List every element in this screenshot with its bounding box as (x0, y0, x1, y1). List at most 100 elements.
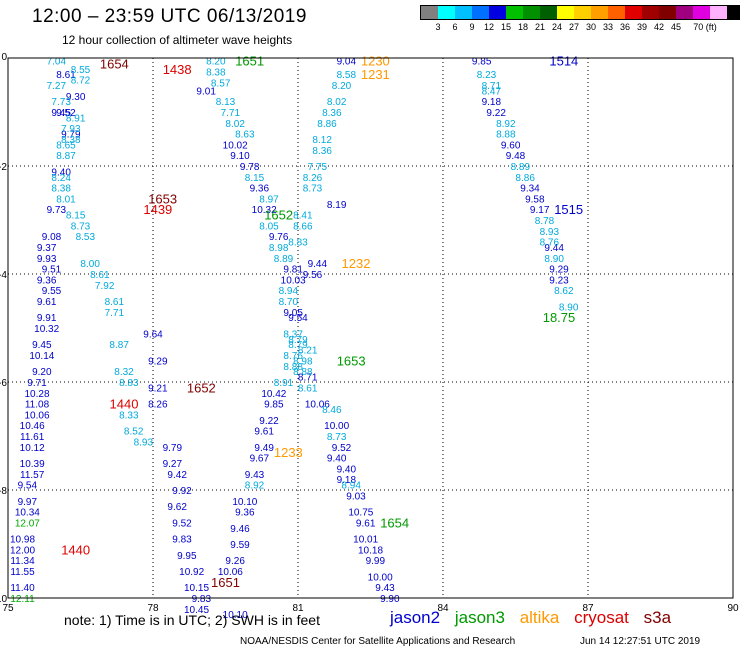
wave-height-point: 9.46 (230, 524, 250, 535)
wave-height-point: 10.92 (179, 567, 204, 578)
wave-height-point: 8.87 (109, 340, 129, 351)
wave-height-point: 9.22 (486, 108, 506, 119)
wave-height-point: 8.83 (288, 238, 308, 249)
wave-height-point: 8.55 (71, 65, 91, 76)
color-scale-tick: 39 (636, 22, 648, 32)
wave-height-point: 9.45 (51, 108, 71, 119)
y-tick-label: -6 (0, 378, 7, 389)
grid-layer (8, 58, 733, 598)
pass-time-label: 1652 (264, 208, 293, 223)
color-swatch (506, 6, 523, 19)
color-scale-tick: 27 (568, 22, 580, 32)
wave-height-point: 9.83 (172, 535, 192, 546)
credit-line: NOAA/NESDIS Center for Satellite Applica… (240, 636, 516, 647)
wave-height-point: 8.63 (235, 130, 255, 141)
wave-height-point: 10.98 (10, 535, 35, 546)
wave-height-point: 9.04 (337, 57, 357, 68)
wave-height-point: 10.10 (223, 610, 248, 621)
wave-height-point: 9.90 (380, 594, 400, 605)
wave-height-point: 9.34 (520, 184, 540, 195)
wave-height-point: 9.73 (47, 205, 67, 216)
color-scale-tick: 70 (ft) (693, 22, 717, 32)
wave-height-point: 8.79 (288, 340, 308, 351)
color-scale-tick: 24 (551, 22, 563, 32)
wave-height-point: 8.91 (66, 113, 86, 124)
pass-time-label: 1231 (361, 67, 390, 82)
wave-height-point: 9.30 (66, 92, 86, 103)
wave-height-point: 10.46 (20, 421, 45, 432)
wave-height-point: 8.71 (298, 373, 318, 384)
y-tick-label: -4 (0, 270, 7, 281)
wave-height-point: 9.93 (37, 254, 57, 265)
wave-height-point: 7.27 (47, 81, 67, 92)
y-tick-label: -10 (0, 594, 7, 605)
wave-height-point: 10.02 (223, 140, 248, 151)
color-scale-bar: 3 6 9 12 15 18 21 24 27 30 33 36 39 42 45 70 (ft) (420, 5, 740, 34)
wave-height-point: 9.54 (18, 481, 38, 492)
wave-height-point: 10.28 (24, 389, 49, 400)
wave-height-point: 10.06 (305, 400, 330, 411)
wave-height-point: 8.89 (274, 254, 294, 265)
wave-height-point: 10.14 (29, 351, 54, 362)
wave-height-point: 8.93 (134, 437, 154, 448)
wave-height-point: 8.01 (56, 194, 76, 205)
wave-height-point: 8.38 (206, 68, 226, 79)
wave-height-point: 8.76 (540, 238, 560, 249)
wave-height-point: 8.90 (559, 302, 579, 313)
wave-height-point: 8.36 (312, 146, 332, 157)
color-scale-tick: 18 (517, 22, 529, 32)
wave-height-point: 7.71 (221, 108, 241, 119)
pass-time-label: 1514 (549, 54, 578, 69)
wave-height-point: 11.57 (20, 470, 45, 481)
wave-height-point: 9.78 (240, 162, 260, 173)
legend-s3a: s3a (643, 608, 672, 627)
wave-height-point: 9.37 (37, 243, 57, 254)
wave-height-point: 11.40 (10, 583, 35, 594)
wave-height-point: 9.43 (375, 583, 395, 594)
wave-height-point: 8.20 (206, 57, 226, 68)
wave-height-point: 9.05 (283, 308, 303, 319)
color-swatch (472, 6, 489, 19)
wave-height-point: 9.08 (42, 232, 62, 243)
wave-height-point: 8.36 (322, 108, 342, 119)
wave-height-point: 9.45 (32, 340, 52, 351)
color-swatch (438, 6, 455, 19)
wave-height-point: 8.02 (225, 119, 245, 130)
wave-height-point: 8.38 (51, 184, 71, 195)
wave-height-point: 8.26 (148, 400, 168, 411)
wave-height-point: 8.88 (283, 362, 303, 373)
wave-height-point: 8.94 (341, 481, 361, 492)
wave-height-point: 9.91 (37, 313, 57, 324)
wave-height-point: 9.79 (163, 443, 183, 454)
wave-height-point: 8.61 (105, 297, 125, 308)
color-scale-tick: 15 (500, 22, 512, 32)
wave-height-point: 9.52 (56, 108, 76, 119)
wave-height-point: 9.44 (544, 243, 564, 254)
wave-height-point: 9.26 (225, 556, 245, 567)
wave-height-point: 11.55 (10, 567, 35, 578)
color-scale-tick: 21 (534, 22, 546, 32)
y-tick-label: 0 (1, 52, 7, 63)
wave-height-point: 10.01 (353, 535, 378, 546)
pass-time-label: 1653 (148, 191, 177, 206)
wave-height-point: 9.64 (143, 329, 163, 340)
wave-height-point: 8.87 (56, 151, 76, 162)
wave-height-point: 9.99 (366, 556, 386, 567)
wave-height-point: 8.15 (66, 211, 86, 222)
wave-height-point: 11.61 (20, 432, 45, 443)
wave-height-point: 8.88 (293, 367, 313, 378)
wave-height-point: 8.62 (554, 286, 574, 297)
wave-height-point: 8.05 (259, 221, 279, 232)
wave-height-point: 10.00 (324, 421, 349, 432)
color-scale-tick: 9 (469, 22, 475, 32)
legend-jason2: jason2 (390, 608, 441, 627)
wave-height-point: 9.51 (42, 265, 62, 276)
wave-height-point: 10.06 (24, 410, 49, 421)
wave-height-point: 7.73 (51, 97, 71, 108)
wave-height-point: 8.46 (322, 405, 342, 416)
wave-height-point: 9.42 (167, 470, 187, 481)
wave-height-point: 8.86 (317, 119, 337, 130)
color-swatch (642, 6, 659, 19)
color-swatch (540, 6, 557, 19)
